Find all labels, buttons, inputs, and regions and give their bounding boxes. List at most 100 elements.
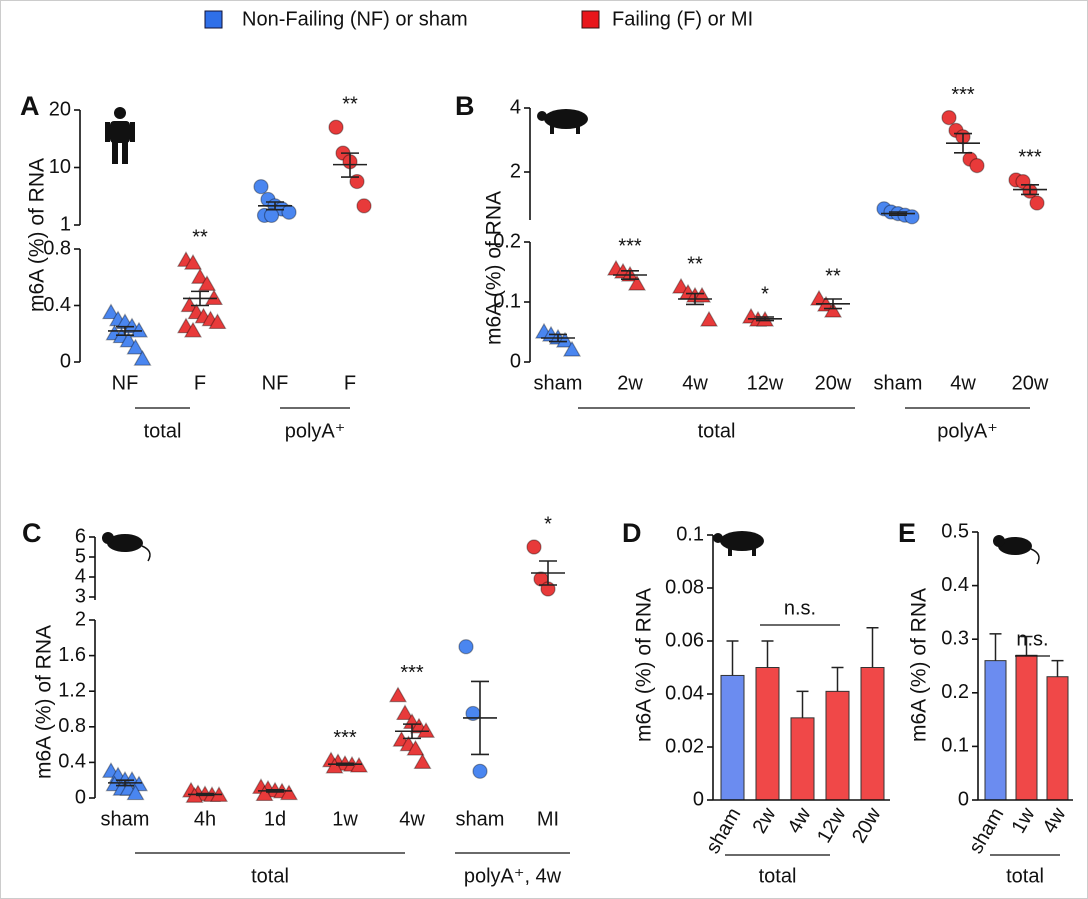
bar [984, 660, 1007, 801]
data-point [416, 722, 436, 738]
significance: *** [333, 727, 357, 749]
human-icon [105, 107, 135, 164]
y-tick-label: 6 [75, 525, 86, 547]
y-tick-label: 0.04 [665, 682, 704, 704]
x-tick-label: 1d [264, 808, 286, 830]
y-tick-label: 1.2 [58, 679, 86, 701]
legend-label: Non-Failing (NF) or sham [242, 8, 468, 30]
data-point [133, 349, 152, 366]
data-point [627, 274, 647, 291]
bar [755, 667, 780, 801]
y-tick-label: 0.06 [665, 629, 704, 651]
data-point [197, 275, 217, 291]
x-tick-label: NF [112, 372, 139, 394]
data-point [126, 784, 145, 801]
significance: * [544, 513, 552, 535]
x-tick-label: 1w [1008, 804, 1040, 838]
significance: *** [618, 235, 642, 257]
x-tick-label: 12w [747, 372, 784, 394]
pig-icon [713, 531, 764, 556]
group-label: polyA⁺ [285, 420, 346, 442]
x-tick-label: sham [534, 372, 583, 394]
y-tick-label: 0.1 [493, 290, 521, 312]
y-tick-label: 2 [75, 608, 86, 630]
data-point [119, 331, 138, 348]
bar [1015, 654, 1038, 801]
significance: *** [1018, 146, 1042, 168]
x-tick-label: 4w [950, 372, 976, 394]
data-point [472, 763, 488, 779]
significance: ** [342, 94, 358, 116]
y-axis-label: m6A (%) of RNA [633, 588, 656, 742]
data-point [1029, 195, 1045, 211]
significance: ** [192, 227, 208, 249]
panel-letter: B [455, 91, 475, 121]
y-tick-label: 0.1 [676, 523, 704, 545]
x-tick-label: sham [456, 808, 505, 830]
x-tick-label: 20w [815, 372, 852, 394]
data-point [356, 198, 372, 214]
data-point [180, 296, 199, 313]
y-tick-label: 0 [60, 350, 71, 372]
group-label: polyA⁺, 4w [464, 865, 562, 887]
y-tick-label: 4 [510, 96, 521, 118]
y-tick-label: 0.2 [493, 230, 521, 252]
group-label: total [1006, 865, 1044, 887]
y-tick-label: 0 [510, 350, 521, 372]
data-point [204, 289, 224, 306]
legend-label: Failing (F) or MI [612, 8, 753, 30]
x-tick-label: 4w [682, 372, 708, 394]
data-point [126, 338, 145, 355]
y-axis-label: m6A (%) of RNA [33, 625, 56, 779]
y-tick-label: 20 [49, 98, 71, 120]
y-tick-label: 0.1 [941, 735, 969, 757]
bar [790, 717, 815, 801]
x-tick-label: 20w [848, 804, 886, 847]
x-tick-label: 2w [749, 804, 781, 838]
data-point [328, 119, 344, 135]
y-tick-label: 4 [75, 565, 86, 587]
data-point [823, 301, 843, 318]
data-point [190, 268, 210, 284]
y-tick-label: 0.8 [43, 237, 71, 259]
x-tick-label: sham [702, 804, 746, 857]
significance: n.s. [784, 597, 816, 619]
y-axis-label: m6A (%) of RNA [908, 588, 931, 742]
group-label: total [144, 420, 182, 442]
significance: n.s. [1016, 628, 1048, 650]
data-point [101, 303, 121, 320]
y-tick-label: 5 [75, 545, 86, 567]
x-tick-label: MI [537, 808, 559, 830]
y-tick-label: 0.2 [941, 681, 969, 703]
data-point [263, 207, 280, 224]
data-point [458, 639, 474, 655]
data-point [349, 173, 365, 190]
y-tick-label: 10 [49, 156, 71, 178]
significance: ** [825, 265, 841, 287]
data-point [281, 204, 297, 220]
data-point [255, 785, 274, 802]
y-tick-label: 0.4 [941, 574, 969, 596]
significance: ** [687, 253, 703, 275]
x-tick-label: 4w [784, 804, 816, 838]
x-tick-label: sham [101, 808, 150, 830]
x-tick-label: NF [262, 372, 289, 394]
y-tick-label: 3 [75, 585, 86, 607]
data-point [562, 340, 582, 357]
panel-letter: D [622, 518, 642, 548]
y-tick-label: 0 [693, 788, 704, 810]
significance: *** [400, 662, 424, 684]
data-point [183, 253, 203, 270]
data-point [809, 289, 829, 306]
group-label: total [251, 865, 289, 887]
x-tick-label: 20w [1012, 372, 1049, 394]
y-axis-label: m6A (%) of RNA [483, 191, 506, 345]
y-axis-label: m6A (%) of RNA [26, 158, 49, 312]
y-tick-label: 1 [60, 213, 71, 235]
x-tick-label: F [194, 372, 206, 394]
y-tick-label: 0.5 [941, 520, 969, 542]
y-tick-label: 0 [958, 788, 969, 810]
significance: *** [951, 84, 975, 106]
